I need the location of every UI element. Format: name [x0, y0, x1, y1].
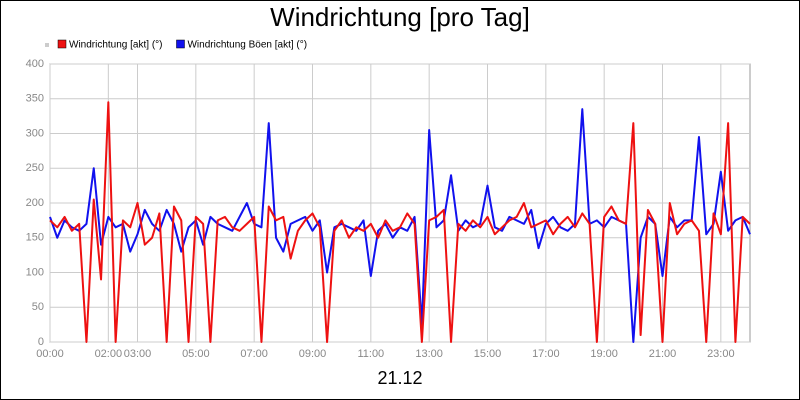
- x-tick-label: 21:00: [649, 348, 677, 360]
- x-tick-label: 09:00: [299, 348, 327, 360]
- y-tick-label: 250: [26, 162, 44, 174]
- x-tick-label: 13:00: [415, 348, 443, 360]
- chart-title: Windrichtung [pro Tag]: [270, 2, 530, 32]
- y-tick-label: 0: [38, 336, 44, 348]
- x-tick-label: 11:00: [357, 348, 384, 360]
- x-tick-label: 15:00: [474, 348, 502, 360]
- y-tick-label: 300: [26, 127, 44, 139]
- legend-swatch: [57, 39, 67, 49]
- x-tick-label: 23:00: [707, 348, 735, 360]
- x-tick-label: 00:00: [36, 348, 64, 360]
- x-tick-label: 05:00: [182, 348, 210, 360]
- y-tick-label: 350: [26, 93, 44, 105]
- x-tick-label: 19:00: [590, 348, 618, 360]
- x-axis-label: 21.12: [377, 368, 422, 388]
- legend-swatch: [176, 39, 185, 49]
- y-tick-label: 400: [26, 58, 44, 70]
- y-tick-label: 200: [26, 197, 44, 209]
- x-tick-label: 07:00: [240, 348, 268, 360]
- legend-label: Windrichtung Böen [akt] (°): [187, 40, 307, 51]
- y-tick-label: 50: [32, 301, 44, 313]
- series-line: [49, 101, 751, 343]
- legend-icon: [45, 43, 49, 47]
- x-tick-label: 02:00: [95, 348, 123, 360]
- legend-label: Windrichtung [akt] (°): [69, 40, 162, 51]
- y-tick-label: 150: [26, 232, 44, 244]
- x-tick-label: 03:00: [124, 348, 152, 360]
- x-tick-label: 17:00: [532, 348, 560, 360]
- y-tick-label: 100: [26, 266, 44, 278]
